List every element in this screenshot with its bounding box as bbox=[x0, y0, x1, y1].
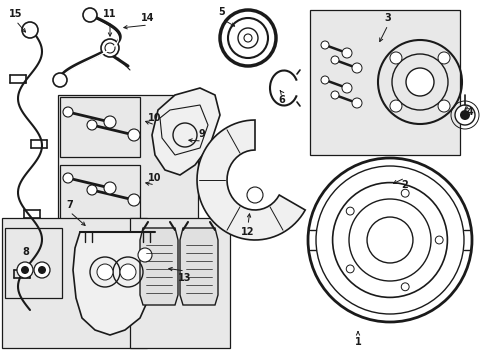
Circle shape bbox=[341, 83, 351, 93]
Text: 15: 15 bbox=[9, 9, 23, 19]
Circle shape bbox=[330, 56, 338, 64]
Text: 4: 4 bbox=[466, 107, 472, 117]
Text: 11: 11 bbox=[103, 9, 117, 19]
Circle shape bbox=[346, 207, 353, 215]
Circle shape bbox=[366, 217, 412, 263]
Polygon shape bbox=[73, 232, 168, 335]
Circle shape bbox=[454, 105, 474, 125]
Bar bbox=[58, 95, 198, 250]
Circle shape bbox=[97, 264, 113, 280]
Circle shape bbox=[341, 48, 351, 58]
Circle shape bbox=[459, 110, 469, 120]
Text: 3: 3 bbox=[384, 13, 390, 23]
Circle shape bbox=[101, 39, 119, 57]
Circle shape bbox=[401, 189, 408, 197]
Circle shape bbox=[437, 100, 449, 112]
Text: 7: 7 bbox=[66, 200, 73, 210]
Circle shape bbox=[351, 63, 361, 73]
Circle shape bbox=[346, 265, 353, 273]
Text: 8: 8 bbox=[22, 247, 29, 257]
Circle shape bbox=[434, 236, 442, 244]
Circle shape bbox=[120, 264, 136, 280]
Text: 13: 13 bbox=[178, 273, 191, 283]
Text: 1: 1 bbox=[354, 337, 361, 347]
Circle shape bbox=[34, 262, 50, 278]
Bar bbox=[2, 218, 147, 348]
Circle shape bbox=[87, 120, 97, 130]
Text: 2: 2 bbox=[401, 180, 407, 190]
Bar bbox=[130, 218, 229, 348]
Bar bbox=[60, 97, 140, 157]
Polygon shape bbox=[180, 228, 218, 305]
Circle shape bbox=[53, 73, 67, 87]
Polygon shape bbox=[197, 120, 305, 240]
Text: 10: 10 bbox=[148, 173, 162, 183]
Circle shape bbox=[104, 116, 116, 128]
Circle shape bbox=[405, 68, 433, 96]
Bar bbox=[309, 10, 459, 155]
Circle shape bbox=[138, 248, 152, 262]
Circle shape bbox=[63, 107, 73, 117]
Circle shape bbox=[17, 262, 33, 278]
Bar bbox=[60, 165, 140, 220]
Text: 12: 12 bbox=[241, 227, 254, 237]
Circle shape bbox=[128, 194, 140, 206]
Text: 6: 6 bbox=[278, 95, 285, 105]
Polygon shape bbox=[140, 228, 178, 305]
Text: 5: 5 bbox=[218, 7, 225, 17]
Circle shape bbox=[87, 185, 97, 195]
Circle shape bbox=[401, 283, 408, 291]
Circle shape bbox=[83, 8, 97, 22]
Circle shape bbox=[104, 182, 116, 194]
Circle shape bbox=[22, 22, 38, 38]
Circle shape bbox=[389, 100, 401, 112]
Circle shape bbox=[21, 266, 29, 274]
Text: 10: 10 bbox=[148, 113, 162, 123]
Circle shape bbox=[389, 52, 401, 64]
Circle shape bbox=[128, 129, 140, 141]
Text: 14: 14 bbox=[141, 13, 154, 23]
Circle shape bbox=[244, 34, 251, 42]
Polygon shape bbox=[152, 88, 220, 175]
Circle shape bbox=[351, 98, 361, 108]
Circle shape bbox=[437, 52, 449, 64]
Circle shape bbox=[320, 41, 328, 49]
Bar bbox=[5, 228, 62, 298]
Circle shape bbox=[330, 91, 338, 99]
Circle shape bbox=[246, 187, 263, 203]
Text: 9: 9 bbox=[198, 129, 205, 139]
Circle shape bbox=[63, 173, 73, 183]
Circle shape bbox=[320, 76, 328, 84]
Circle shape bbox=[38, 266, 46, 274]
